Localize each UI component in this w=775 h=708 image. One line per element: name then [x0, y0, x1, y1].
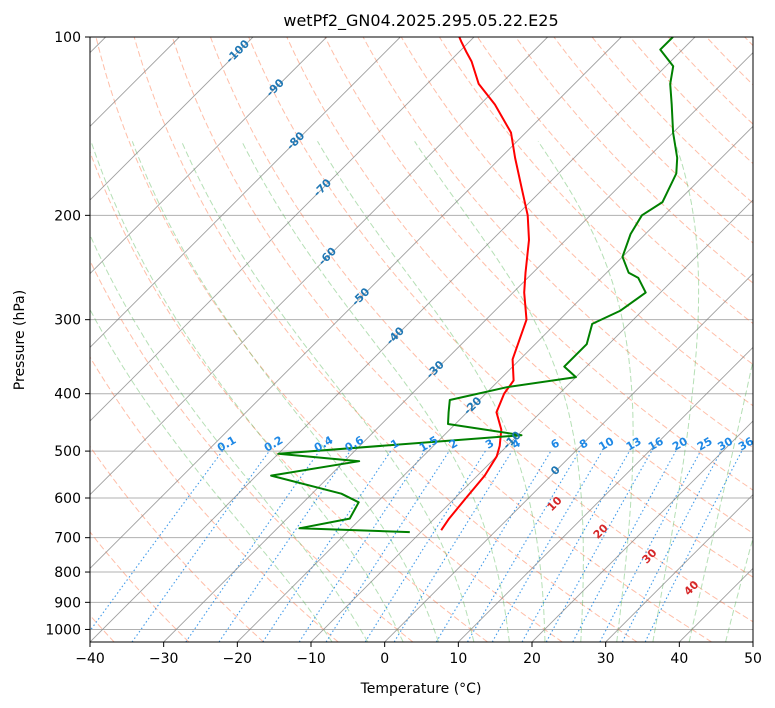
x-axis-ticks: −40 −30 −20 −10 0 10 20 30 40 50	[75, 642, 762, 667]
mixing-ratio-line	[185, 450, 320, 642]
y-tick-label: 500	[54, 444, 81, 460]
dry-adiabats	[90, 37, 753, 642]
moist-adiabat	[688, 358, 753, 642]
isotherm-line	[458, 346, 753, 642]
moist-adiabat	[90, 141, 404, 642]
mixing-ratio-line	[393, 450, 513, 642]
isotherm-line	[310, 199, 753, 642]
moist-adiabat	[181, 141, 475, 642]
isotherm-line	[90, 37, 327, 275]
dry-adiabat	[286, 37, 753, 534]
dry-adiabat	[90, 150, 488, 642]
dry-adiabat	[400, 37, 753, 407]
x-tick-label: −40	[75, 651, 105, 667]
dry-adiabat	[553, 37, 753, 244]
dry-adiabat	[210, 37, 753, 623]
moist-adiabat	[241, 141, 510, 642]
isotherm-line	[605, 494, 753, 642]
x-tick-label: 30	[597, 651, 615, 667]
isotherm-line	[384, 273, 753, 642]
y-axis-ticks: 100 200 300 400 500 600 700 800 900 1000	[45, 30, 90, 638]
x-tick-label: −10	[296, 651, 326, 667]
y-tick-label: 400	[54, 387, 81, 403]
temperature-profile-line	[440, 37, 530, 531]
dry-adiabat	[90, 259, 414, 642]
isotherms	[90, 37, 753, 642]
mixing-ratio-line	[325, 450, 450, 642]
x-tick-label: 0	[380, 651, 389, 667]
moist-adiabat	[90, 233, 369, 642]
dry-adiabat	[477, 37, 753, 325]
isotherm-line	[90, 37, 254, 201]
isotherm-line	[90, 37, 548, 496]
y-axis-title: Pressure (hPa)	[12, 290, 28, 390]
isotherm-line	[237, 125, 753, 642]
mixing-ratio-line	[435, 450, 552, 642]
dry-adiabat	[133, 37, 638, 642]
y-tick-label: 300	[54, 313, 81, 329]
moist-adiabat	[725, 536, 753, 642]
dry-adiabat	[248, 37, 753, 578]
sounding-profiles	[270, 37, 679, 534]
isotherm-line	[90, 37, 622, 569]
mixing-ratio-line	[467, 450, 580, 642]
y-tick-label: 800	[54, 565, 81, 581]
dewpoint-profile-line	[270, 37, 679, 534]
mixing-ratio-line	[572, 450, 677, 642]
moist-adiabat	[414, 141, 584, 642]
mixing-ratio-line	[90, 450, 223, 632]
dry-adiabat	[515, 37, 753, 284]
isotherm-line	[90, 37, 475, 422]
y-tick-label: 200	[54, 208, 81, 224]
dry-adiabat	[95, 37, 563, 642]
x-tick-label: −30	[149, 651, 179, 667]
mixing-ratio-line	[131, 450, 270, 642]
x-tick-label: 40	[670, 651, 688, 667]
moist-adiabat	[537, 141, 634, 642]
mixing-ratio-lines	[90, 450, 743, 642]
isotherm-line	[531, 420, 753, 642]
y-tick-label: 100	[54, 30, 81, 46]
mixing-ratio-line	[364, 450, 486, 642]
x-tick-label: 50	[744, 651, 762, 667]
dry-adiabat	[90, 531, 190, 642]
dry-adiabat	[629, 37, 753, 165]
moist-adiabat	[131, 141, 439, 642]
y-tick-label: 900	[54, 595, 81, 611]
dry-adiabat	[324, 37, 753, 491]
x-axis-title: Temperature (°C)	[360, 681, 482, 697]
dry-adiabat	[591, 37, 753, 204]
dry-adiabat	[90, 356, 339, 642]
isotherm-line	[163, 52, 753, 642]
x-tick-label: 20	[523, 651, 541, 667]
plot-frame	[89, 36, 754, 643]
moist-adiabat	[90, 308, 333, 642]
dry-adiabat	[438, 37, 753, 366]
chart-title: wetPf2_GN04.2025.295.05.22.E25	[283, 11, 558, 31]
isotherm-line	[90, 37, 401, 348]
moist-adiabat	[652, 141, 700, 642]
y-tick-label: 600	[54, 491, 81, 507]
x-tick-label: 10	[449, 651, 467, 667]
x-tick-label: −20	[223, 651, 253, 667]
mixing-ratio-line	[491, 450, 603, 642]
mixing-ratio-line	[521, 450, 630, 642]
y-tick-label: 1000	[45, 622, 81, 638]
pressure-grid	[90, 37, 753, 630]
y-tick-label: 700	[54, 531, 81, 547]
isotherm-line	[90, 37, 696, 642]
mixing-ratio-line	[218, 450, 351, 642]
